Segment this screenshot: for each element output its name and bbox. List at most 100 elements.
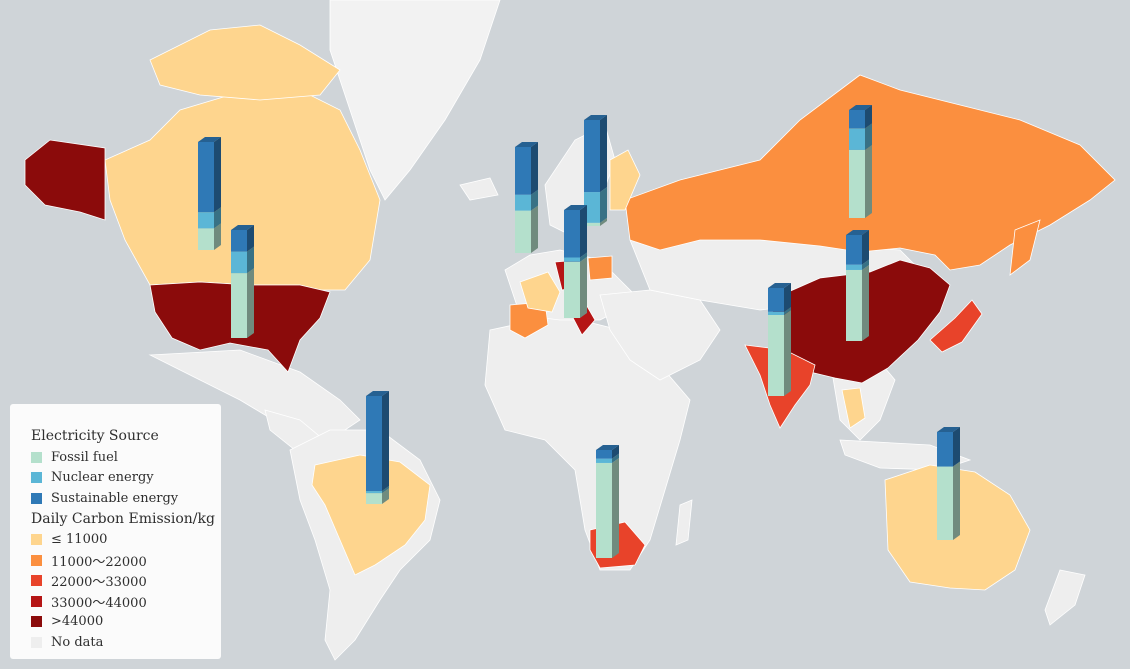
energy-bar-uk (515, 142, 538, 253)
region-new-zealand (1044, 569, 1086, 626)
legend-label-emission-1: ≤ 11000 (51, 532, 108, 548)
bar-segment-sweden-fossil (584, 222, 600, 226)
region-finland (609, 149, 641, 211)
region-canada (104, 89, 381, 291)
energy-bar-russia (849, 105, 872, 218)
bar-top-uk (515, 142, 538, 147)
bar-segment-canada-sustainable (198, 142, 214, 213)
region-madagascar (675, 499, 693, 546)
bar-side-germany-nuclear (580, 252, 587, 262)
bar-side-usa-nuclear (247, 246, 254, 274)
bar-side-india-fossil (784, 310, 791, 396)
bar-side-usa-fossil (247, 268, 254, 338)
bar-side-china-fossil (862, 264, 869, 341)
energy-bar-usa (231, 225, 254, 338)
bar-segment-china-nuclear (846, 264, 862, 270)
bar-segment-canada-nuclear (198, 212, 214, 229)
region-alaska (24, 139, 106, 221)
bar-segment-russia-sustainable (849, 110, 865, 129)
legend-label-emission-3: 22000〜33000 (51, 575, 147, 591)
energy-bar-india (768, 283, 791, 396)
bar-side-china-nuclear (862, 259, 869, 270)
bar-top-india (768, 283, 791, 288)
legend-source-title: Electricity Source (31, 428, 159, 444)
legend-label-emission-5: >44000 (51, 614, 104, 630)
legend-emission-title: Daily Carbon Emission/kg (31, 510, 215, 527)
region-thailand (841, 387, 866, 429)
swatch-emission-1 (31, 534, 42, 546)
legend-label-emission-2: 11000〜22000 (51, 554, 147, 570)
legend-label-emission-4: 33000〜44000 (51, 595, 147, 611)
energy-bars-layer (198, 105, 960, 558)
bar-side-uk-nuclear (531, 189, 538, 211)
legend-item-emission-2: 11000〜22000 (31, 550, 221, 571)
legend-item-emission-1: ≤ 11000 (31, 530, 221, 551)
bar-side-uk-sustainable (531, 142, 538, 195)
bar-segment-australia-sustainable (937, 432, 953, 467)
energy-bar-sweden (584, 115, 607, 226)
bar-side-south-africa-fossil (612, 457, 619, 558)
bar-segment-germany-sustainable (564, 210, 580, 258)
bar-side-uk-fossil (531, 205, 538, 253)
bar-segment-brazil-sustainable (366, 396, 382, 492)
swatch-emission-5 (31, 616, 42, 628)
swatch-fossil-fuel (31, 451, 42, 463)
bar-segment-russia-fossil (849, 149, 865, 218)
bar-top-south-africa (596, 445, 619, 450)
bar-segment-canada-fossil (198, 228, 214, 250)
legend-item-nuclear-energy: Nuclear energy (31, 468, 221, 489)
region-japan (929, 299, 983, 353)
bar-side-brazil-nuclear (382, 486, 389, 494)
bar-side-germany-sustainable (580, 205, 587, 258)
legend-item-emission-5: >44000 (31, 612, 221, 633)
energy-bar-brazil (366, 391, 389, 504)
legend-item-no-data: No data (31, 632, 221, 653)
bar-top-russia (849, 105, 872, 110)
legend-label-sustainable-energy: Sustainable energy (51, 490, 179, 506)
bar-segment-brazil-nuclear (366, 491, 382, 494)
bar-segment-russia-nuclear (849, 128, 865, 150)
bar-segment-sweden-nuclear (584, 192, 600, 223)
swatch-sustainable-energy (31, 492, 42, 504)
region-kamchatka (1009, 219, 1041, 276)
energy-bar-china (846, 230, 869, 341)
energy-bar-south-africa (596, 445, 619, 558)
bar-segment-uk-sustainable (515, 147, 531, 195)
bar-side-russia-nuclear (865, 123, 872, 150)
bar-side-sweden-nuclear (600, 187, 607, 223)
bar-top-usa (231, 225, 254, 230)
bar-segment-south-africa-nuclear (596, 458, 612, 463)
swatch-emission-3 (31, 575, 42, 587)
bar-top-sweden (584, 115, 607, 120)
bar-segment-india-nuclear (768, 311, 784, 315)
bar-side-canada-nuclear (214, 207, 221, 229)
bar-side-canada-sustainable (214, 137, 221, 213)
bar-segment-germany-nuclear (564, 257, 580, 262)
bar-side-china-sustainable (862, 230, 869, 265)
bar-top-germany (564, 205, 587, 210)
region-brazil (311, 454, 431, 576)
swatch-emission-4 (31, 595, 42, 607)
bar-side-brazil-sustainable (382, 391, 389, 492)
bar-segment-usa-sustainable (231, 230, 247, 252)
bar-top-china (846, 230, 869, 235)
bar-segment-india-sustainable (768, 288, 784, 312)
bar-side-germany-fossil (580, 256, 587, 318)
bar-side-australia-sustainable (953, 427, 960, 467)
bar-segment-brazil-fossil (366, 493, 382, 504)
bar-side-sweden-sustainable (600, 115, 607, 193)
bar-segment-china-fossil (846, 269, 862, 341)
legend-label-no-data: No data (51, 634, 104, 650)
legend-item-emission-3: 22000〜33000 (31, 571, 221, 592)
bar-top-australia (937, 427, 960, 432)
region-greenland (329, 0, 501, 201)
swatch-nuclear-energy (31, 472, 42, 484)
bar-side-usa-sustainable (247, 225, 254, 252)
bar-segment-germany-fossil (564, 261, 580, 318)
region-canada-islands (149, 24, 341, 101)
legend-item-fossil-fuel: Fossil fuel (31, 447, 221, 468)
bar-segment-china-sustainable (846, 235, 862, 265)
bar-segment-india-fossil (768, 315, 784, 396)
energy-bar-germany (564, 205, 587, 318)
